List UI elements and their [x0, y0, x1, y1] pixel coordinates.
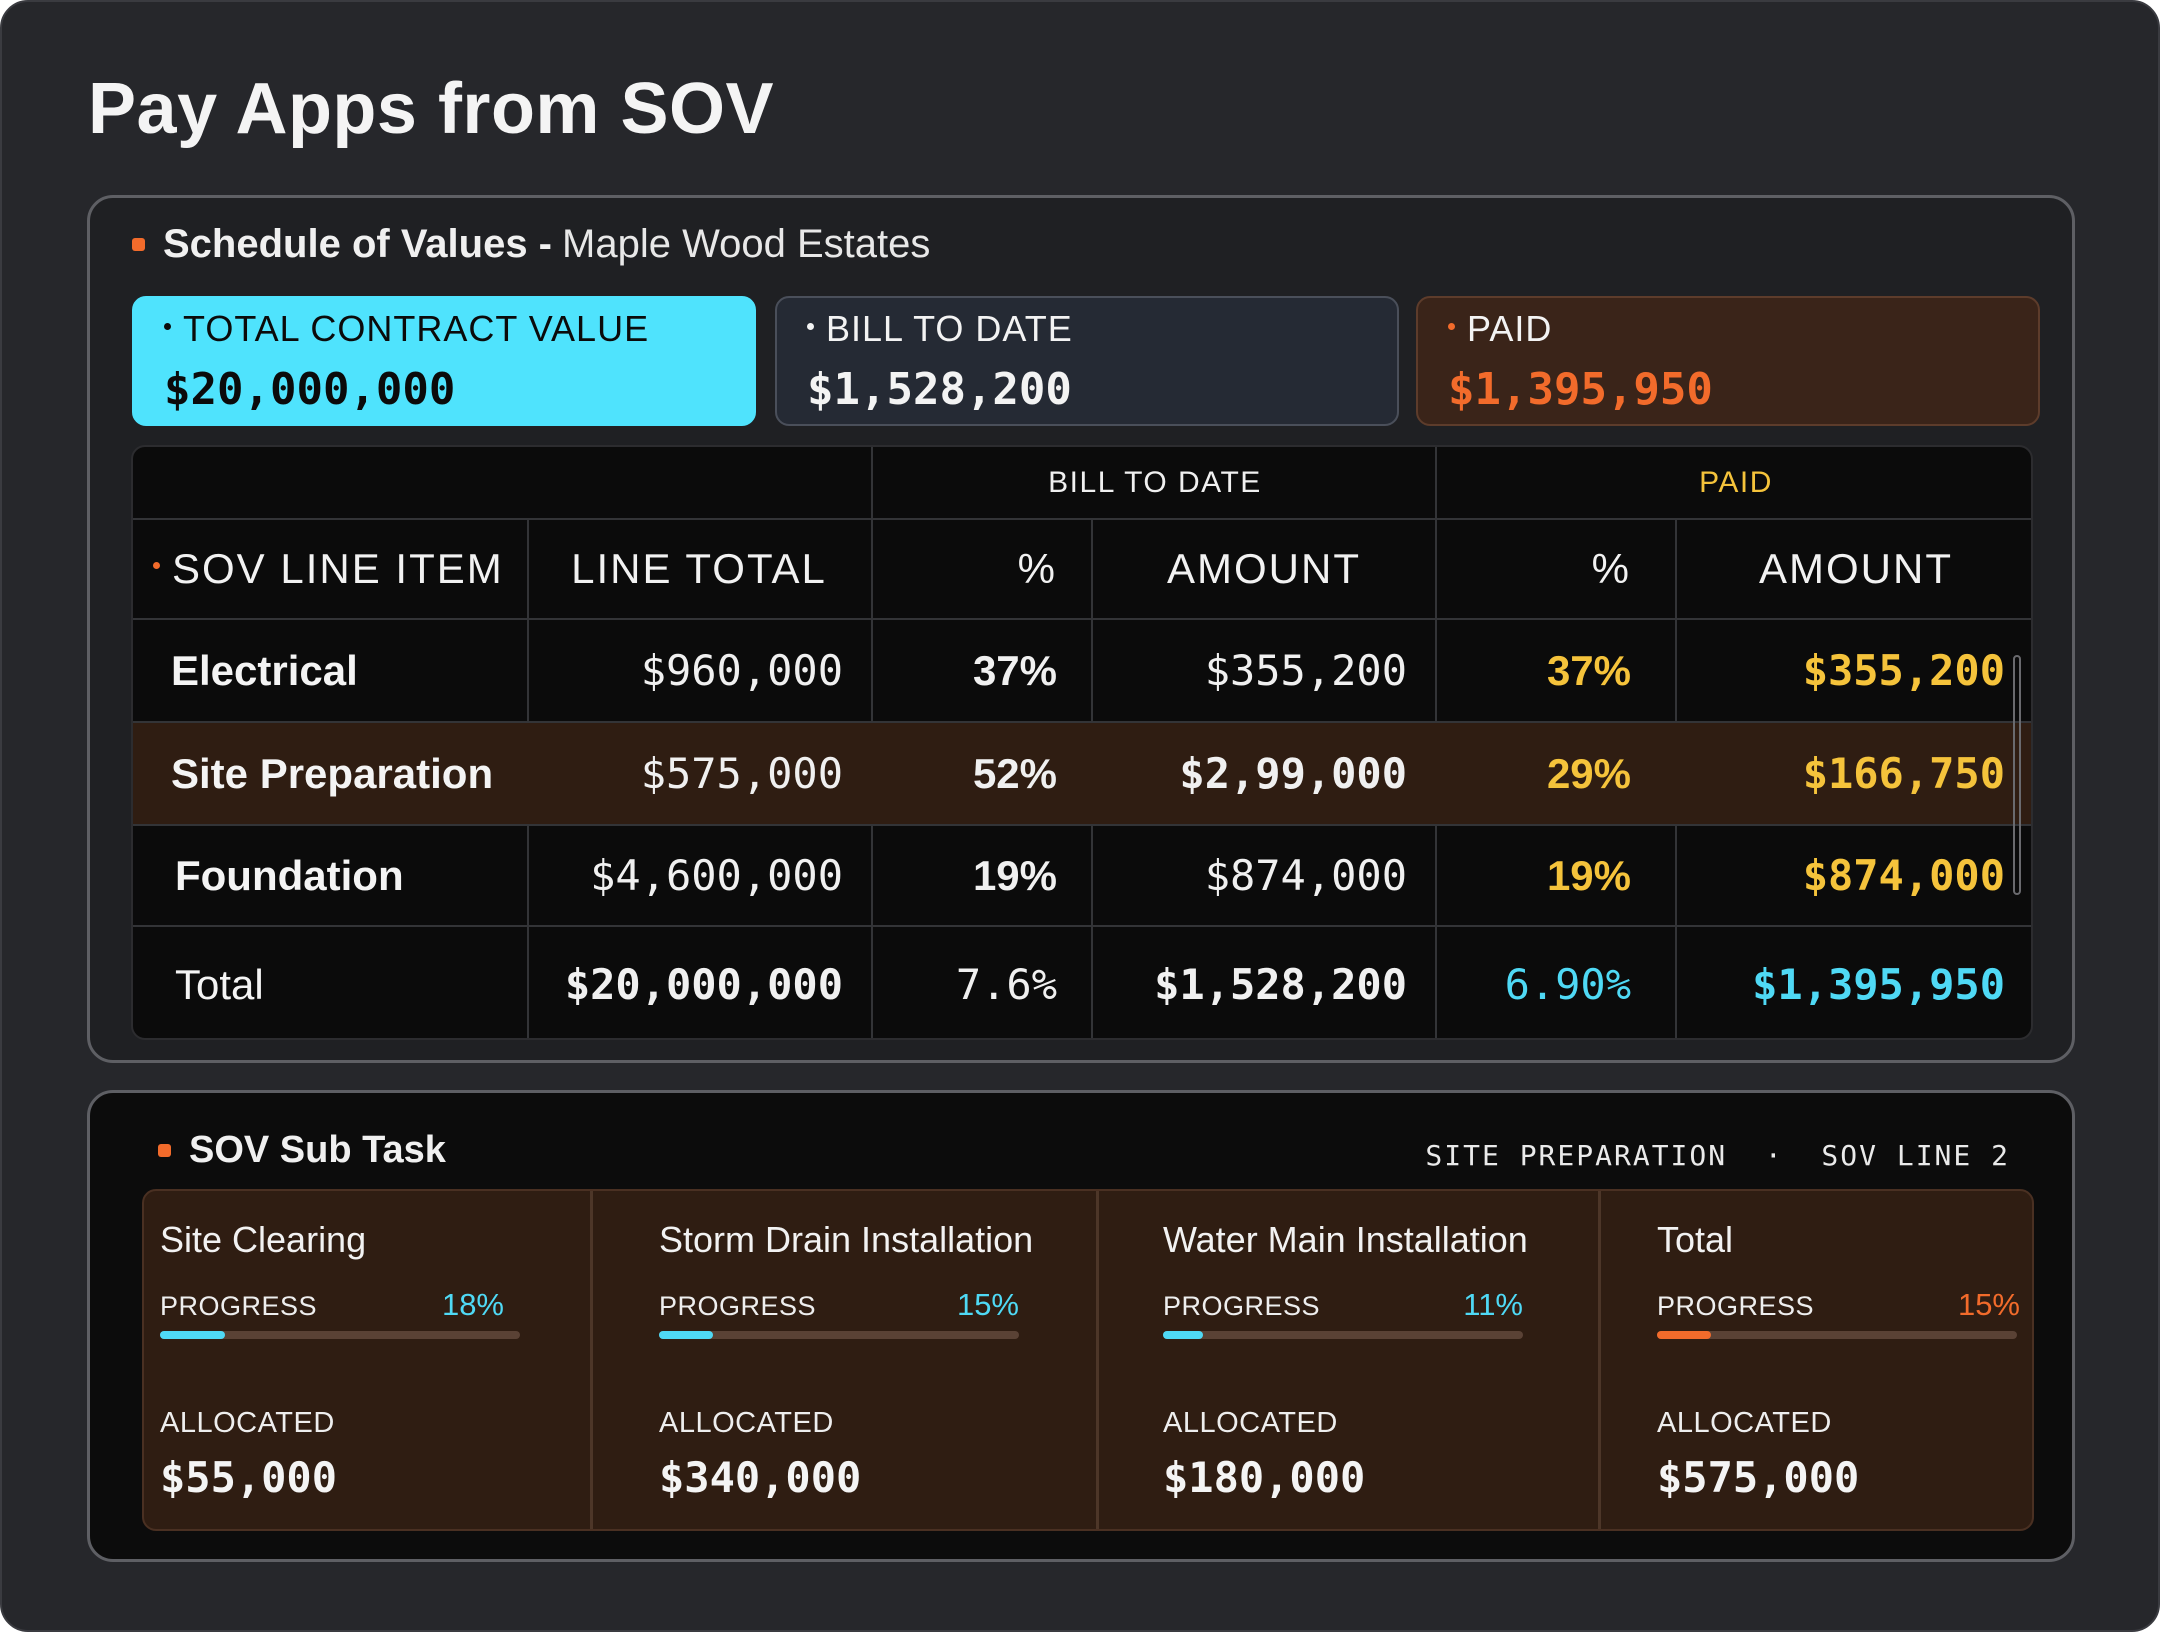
group-header-paid: PAID — [1699, 466, 1773, 499]
progress-label: PROGRESS — [160, 1291, 318, 1321]
column-header-paid-amount[interactable]: AMOUNT — [1759, 545, 1953, 592]
progress-label: PROGRESS — [1657, 1291, 1815, 1321]
line-total: $960,000 — [640, 646, 843, 695]
line-item-name: Electrical — [171, 646, 358, 694]
bill-to-date-label: BILL TO DATE — [826, 308, 1073, 349]
paid-percent: 37% — [1546, 646, 1631, 694]
paid-value: $1,395,950 — [1448, 364, 1713, 415]
column-header-line-item[interactable]: SOV LINE ITEM — [153, 519, 504, 619]
bullet-icon — [132, 238, 145, 251]
paid-amount: $355,200 — [1802, 646, 2005, 695]
total-paid-percent: 6.90% — [1504, 960, 1631, 1009]
total-contract-value-card: TOTAL CONTRACT VALUE $20,000,000 — [132, 296, 756, 426]
table-row[interactable]: Foundation $4,600,000 19% $874,000 19% $… — [133, 826, 2031, 925]
bill-amount: $874,000 — [1204, 851, 1407, 900]
sub-task-context: SITE PREPARATION · SOV LINE 2 — [1425, 1139, 2010, 1172]
paid-card: PAID $1,395,950 — [1416, 296, 2040, 426]
schedule-of-values-panel: Schedule of Values - Maple Wood Estates … — [87, 195, 2075, 1063]
paid-percent: 19% — [1546, 851, 1631, 899]
column-header-bill-amount[interactable]: AMOUNT — [1167, 545, 1361, 592]
bullet-icon — [164, 322, 171, 330]
sub-task-title: SOV Sub Task — [189, 1129, 446, 1171]
allocated-label: ALLOCATED — [160, 1407, 335, 1439]
allocated-label: ALLOCATED — [1163, 1407, 1338, 1439]
sub-task-card[interactable]: Total PROGRESS 15% ALLOCATED $575,000 — [1601, 1191, 2032, 1529]
bullet-icon — [807, 322, 814, 330]
progress-bar-fill — [160, 1331, 225, 1339]
progress-percent: 18% — [441, 1287, 504, 1322]
total-contract-label: TOTAL CONTRACT VALUE — [183, 308, 650, 349]
line-item-name: Foundation — [175, 851, 404, 899]
sub-task-card[interactable]: Storm Drain Installation PROGRESS 15% AL… — [593, 1191, 1096, 1529]
sub-task-heading: SOV Sub Task — [158, 1129, 446, 1172]
progress-percent: 15% — [956, 1287, 1019, 1322]
allocated-value: $575,000 — [1657, 1453, 1860, 1502]
progress-bar-fill — [1657, 1331, 1711, 1339]
line-total: $575,000 — [640, 749, 843, 798]
group-header-bill-to-date: BILL TO DATE — [1048, 466, 1262, 499]
sov-panel-heading: Schedule of Values - Maple Wood Estates — [132, 222, 930, 267]
bill-percent: 19% — [972, 851, 1057, 899]
progress-bar — [1163, 1331, 1523, 1339]
progress-percent: 11% — [1463, 1287, 1523, 1322]
bullet-icon — [158, 1144, 171, 1157]
total-bill-percent: 7.6% — [955, 960, 1057, 1009]
bill-amount: $2,99,000 — [1179, 749, 1407, 798]
line-total: $4,600,000 — [590, 851, 843, 900]
page-title: Pay Apps from SOV — [88, 69, 774, 149]
allocated-label: ALLOCATED — [659, 1407, 834, 1439]
progress-label: PROGRESS — [659, 1291, 817, 1321]
total-contract-value: $20,000,000 — [164, 364, 456, 415]
column-header-paid-percent[interactable]: % — [1591, 545, 1631, 592]
total-line-total: $20,000,000 — [564, 960, 843, 1009]
sub-task-name: Total — [1657, 1219, 1734, 1260]
project-name: Maple Wood Estates — [562, 222, 931, 266]
sov-table: BILL TO DATE PAID SOV LINE ITEM LINE TOT… — [131, 445, 2033, 1040]
sov-sub-task-panel: SOV Sub Task SITE PREPARATION · SOV LINE… — [87, 1090, 2075, 1562]
bullet-icon — [153, 561, 160, 569]
table-scrollbar[interactable] — [2013, 655, 2021, 895]
total-label: Total — [175, 960, 264, 1008]
progress-label: PROGRESS — [1163, 1291, 1321, 1321]
sub-task-name: Site Clearing — [160, 1219, 367, 1260]
table-total-row: Total $20,000,000 7.6% $1,528,200 6.90% … — [133, 927, 2031, 1038]
sub-task-card[interactable]: Water Main Installation PROGRESS 11% ALL… — [1099, 1191, 1598, 1529]
table-row-selected[interactable]: Site Preparation $575,000 52% $2,99,000 … — [133, 723, 2031, 824]
bill-percent: 37% — [972, 646, 1057, 694]
sub-task-name: Water Main Installation — [1163, 1219, 1528, 1260]
column-header-line-total[interactable]: LINE TOTAL — [571, 545, 827, 592]
paid-amount: $874,000 — [1802, 851, 2005, 900]
progress-bar — [160, 1331, 520, 1339]
sub-task-name: Storm Drain Installation — [659, 1219, 1034, 1260]
allocated-value: $55,000 — [160, 1453, 338, 1502]
sub-task-card[interactable]: Site Clearing PROGRESS 18% ALLOCATED $55… — [144, 1191, 590, 1529]
bill-to-date-card: BILL TO DATE $1,528,200 — [775, 296, 1399, 426]
progress-bar-fill — [659, 1331, 713, 1339]
progress-bar-fill — [1163, 1331, 1203, 1339]
allocated-value: $340,000 — [659, 1453, 862, 1502]
column-header-line-item-label: SOV LINE ITEM — [172, 545, 504, 592]
sov-heading-label: Schedule of Values - — [163, 222, 553, 266]
column-header-bill-percent[interactable]: % — [1017, 545, 1057, 592]
paid-percent: 29% — [1546, 749, 1631, 797]
table-row[interactable]: Electrical $960,000 37% $355,200 37% $35… — [133, 620, 2031, 721]
sub-task-cards: Site Clearing PROGRESS 18% ALLOCATED $55… — [142, 1189, 2034, 1531]
progress-percent: 15% — [1957, 1287, 2020, 1322]
total-paid-amount: $1,395,950 — [1752, 960, 2005, 1009]
allocated-label: ALLOCATED — [1657, 1407, 1832, 1439]
bill-amount: $355,200 — [1204, 646, 1407, 695]
allocated-value: $180,000 — [1163, 1453, 1366, 1502]
paid-amount: $166,750 — [1802, 749, 2005, 798]
progress-bar — [1657, 1331, 2017, 1339]
bullet-icon — [1448, 322, 1455, 330]
paid-label: PAID — [1467, 308, 1553, 349]
progress-bar — [659, 1331, 1019, 1339]
line-item-name: Site Preparation — [171, 749, 494, 797]
bill-to-date-value: $1,528,200 — [807, 364, 1072, 415]
bill-percent: 52% — [972, 749, 1057, 797]
total-bill-amount: $1,528,200 — [1154, 960, 1407, 1009]
